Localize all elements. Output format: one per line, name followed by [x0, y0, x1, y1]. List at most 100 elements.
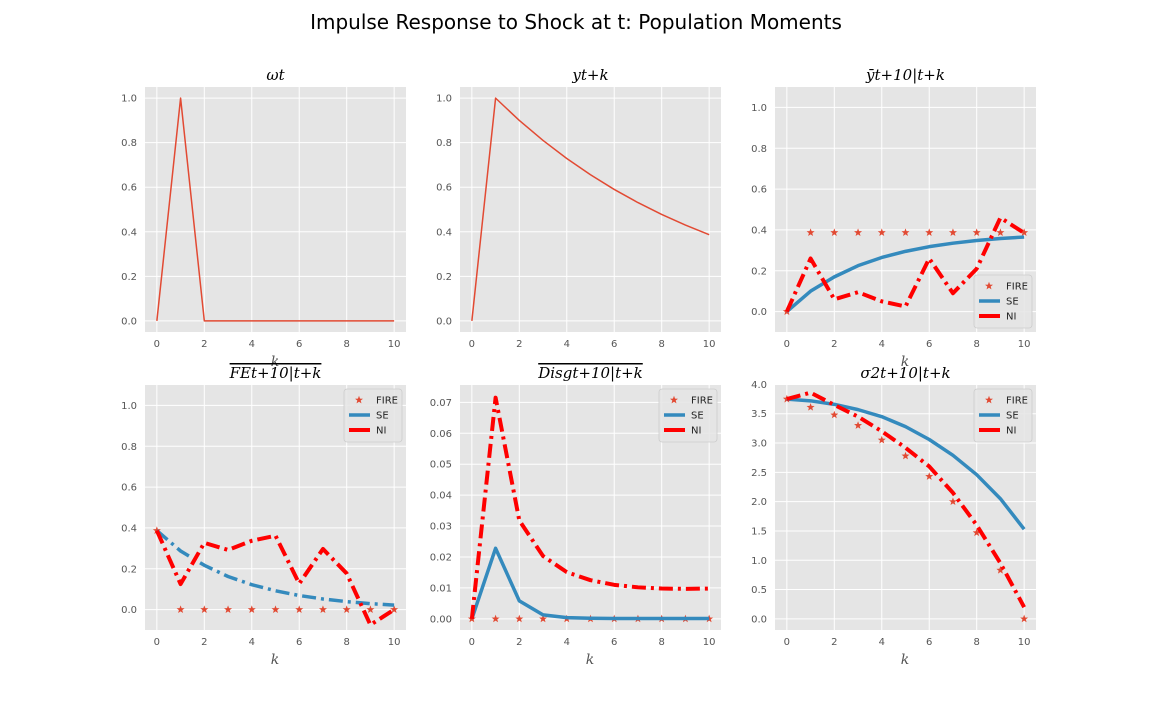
subplot-title: σ2t+10|t+k — [860, 364, 950, 382]
y-tick-label: 0.8 — [121, 442, 137, 453]
x-tick-label: 8 — [973, 637, 979, 648]
x-tick-label: 4 — [564, 637, 570, 648]
figure-title: Impulse Response to Shock at t: Populati… — [310, 10, 842, 34]
x-tick-label: 6 — [611, 637, 617, 648]
x-tick-label: 8 — [343, 637, 349, 648]
y-tick-label: 0.8 — [121, 138, 137, 149]
data-point-fire — [366, 605, 375, 613]
x-tick-label: 0 — [154, 637, 160, 648]
x-axis-label: k — [271, 652, 279, 668]
legend-label-se: SE — [1006, 411, 1019, 422]
data-point-fire — [1020, 614, 1029, 623]
y-tick-label: 0.06 — [430, 429, 452, 440]
x-tick-label: 6 — [296, 339, 302, 350]
legend-marker-fire — [355, 395, 363, 404]
x-tick-label: 8 — [973, 339, 979, 350]
legend-marker-fire — [985, 395, 993, 404]
subplot-2: 0 2 4 6 8 10 0.0 0.2 0.4 0.6 0.8 1.0 yt+k — [436, 66, 721, 350]
x-tick-label: 10 — [703, 637, 716, 648]
subplot-title: ωt — [266, 66, 285, 84]
y-tick-label: 0.4 — [121, 227, 137, 238]
x-tick-label: 4 — [879, 637, 885, 648]
legend-label-ni: NI — [1006, 312, 1016, 323]
subplot-5: 0 2 4 6 8 10 0.00 0.01 0.02 0.03 0.04 0.05 0.06 0.07 D… — [430, 364, 721, 668]
legend-label-se: SE — [691, 411, 704, 422]
series-line-series — [156, 97, 395, 322]
data-point-fire — [295, 605, 304, 613]
data-point-fire — [342, 605, 351, 613]
x-tick-label: 6 — [926, 339, 932, 350]
series-line-ni — [786, 390, 1026, 609]
legend: FIRE SE NI — [658, 388, 718, 443]
x-tick-label: 0 — [784, 339, 790, 350]
data-point-fire — [972, 528, 981, 537]
data-point-fire — [901, 228, 910, 236]
y-tick-label: 0.0 — [751, 614, 767, 625]
y-tick-label: 1.0 — [121, 401, 137, 412]
data-point-fire — [1020, 228, 1029, 236]
x-tick-label: 4 — [249, 339, 255, 350]
x-tick-label: 4 — [564, 339, 570, 350]
series-line-ni — [155, 529, 396, 627]
series-layer — [782, 390, 1029, 623]
y-tick-label: 1.0 — [751, 103, 767, 114]
x-tick-label: 2 — [831, 339, 837, 350]
data-point-fire — [925, 228, 934, 236]
x-tick-label: 8 — [658, 339, 664, 350]
y-tick-label: 0.5 — [751, 585, 767, 596]
data-point-fire — [830, 410, 839, 419]
data-point-fire — [830, 228, 839, 236]
x-axis-label: k — [586, 652, 594, 668]
legend-label-ni: NI — [691, 426, 701, 437]
legend: FIRE SE NI — [973, 274, 1033, 329]
y-tick-label: 0.8 — [436, 138, 452, 149]
series-layer — [152, 526, 399, 627]
x-axis-label: k — [901, 652, 909, 668]
data-point-fire — [806, 403, 815, 411]
series-layer — [467, 395, 714, 623]
data-point-fire — [972, 228, 981, 236]
panels: 0 2 4 6 8 10 0.0 0.2 0.4 0.6 0.8 1.0 ωt k 0 2 4 6 8 10 0.0 0.… — [121, 66, 1036, 668]
subplot-title: ȳt+10|t+k — [865, 66, 945, 84]
legend-label-fire: FIRE — [376, 396, 398, 407]
legend-label-fire: FIRE — [1006, 396, 1028, 407]
x-tick-label: 4 — [249, 637, 255, 648]
x-tick-label: 8 — [658, 637, 664, 648]
y-tick-label: 1.0 — [751, 556, 767, 567]
subplot-3: 0 2 4 6 8 10 0.0 0.2 0.4 0.6 0.8 1.0 ȳt+10|t+k k FIRE S… — [751, 66, 1036, 370]
y-tick-label: 0.0 — [436, 316, 452, 327]
legend-label-fire: FIRE — [691, 396, 713, 407]
legend: FIRE SE NI — [973, 388, 1033, 443]
data-point-fire — [925, 472, 934, 480]
data-point-fire — [539, 614, 548, 623]
x-tick-label: 10 — [388, 637, 401, 648]
y-tick-label: 0.0 — [121, 605, 137, 616]
y-tick-label: 2.0 — [751, 497, 767, 508]
x-tick-label: 2 — [831, 637, 837, 648]
y-tick-label: 0.0 — [121, 316, 137, 327]
data-point-fire — [224, 605, 233, 613]
x-tick-label: 2 — [516, 339, 522, 350]
x-tick-label: 4 — [879, 339, 885, 350]
subplot-title: Disgt+10|t+k — [537, 364, 643, 382]
x-tick-label: 0 — [469, 637, 475, 648]
series-line-ni — [785, 215, 1026, 313]
data-point-fire — [152, 526, 161, 534]
y-tick-label: 0.6 — [121, 183, 137, 194]
data-point-fire — [515, 614, 524, 623]
y-tick-label: 0.4 — [436, 227, 452, 238]
y-tick-label: 0.4 — [751, 225, 767, 236]
y-tick-label: 0.04 — [430, 491, 452, 502]
y-tick-label: 0.05 — [430, 460, 452, 471]
x-tick-label: 6 — [926, 637, 932, 648]
x-axis-label: k — [901, 354, 909, 370]
x-tick-label: 2 — [201, 339, 207, 350]
x-tick-label: 2 — [516, 637, 522, 648]
legend-label-se: SE — [1006, 297, 1019, 308]
series-layer — [156, 97, 395, 322]
y-tick-label: 0.2 — [121, 272, 137, 283]
data-point-fire — [948, 228, 957, 236]
data-point-fire — [854, 228, 863, 236]
plot-area — [460, 87, 721, 332]
